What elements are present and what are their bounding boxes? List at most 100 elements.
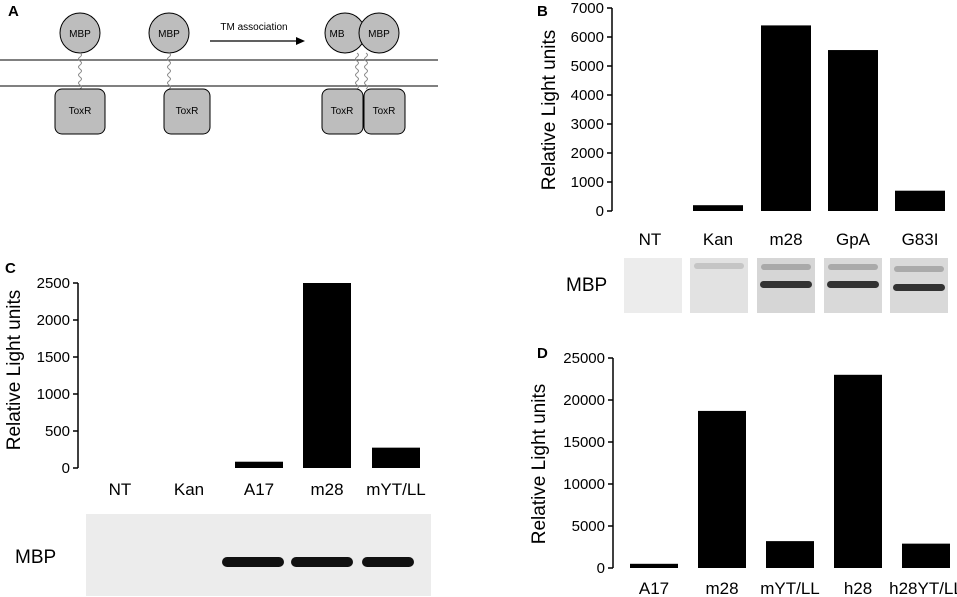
tm-helix xyxy=(78,52,82,90)
category-label: GpA xyxy=(836,230,871,249)
toxr-domain-label: ToxR xyxy=(69,106,92,117)
toxr-domain-label: ToxR xyxy=(331,106,354,117)
monomer-1: MBP ToxR xyxy=(54,12,106,135)
blot-band xyxy=(827,281,879,288)
category-label: A17 xyxy=(244,480,274,499)
toxr-domain xyxy=(163,88,211,135)
western-lane-m28 xyxy=(757,258,815,313)
y-tick-label: 4000 xyxy=(571,87,604,104)
y-tick-label: 1500 xyxy=(37,349,70,366)
bar-myt-ll xyxy=(766,541,814,568)
panel-c-western-bands xyxy=(222,557,414,567)
panel-b-western-label: MBP xyxy=(566,275,607,296)
blot-band-faint xyxy=(828,264,878,270)
blot-band-faint xyxy=(894,266,944,272)
arrowhead-icon xyxy=(296,37,305,45)
panel-d-letter: D xyxy=(537,345,548,362)
toxr-domain xyxy=(321,88,364,135)
category-label: h28YT/LL xyxy=(889,579,957,597)
panel-a-letter: A xyxy=(8,3,19,20)
bar-a17 xyxy=(630,563,678,568)
y-tick-label: 3000 xyxy=(571,116,604,133)
blot-band xyxy=(893,284,945,291)
western-lane-nt xyxy=(624,258,682,313)
bar-m28 xyxy=(303,283,351,468)
western-lane-kan xyxy=(690,258,748,313)
panel-c-western-label: MBP xyxy=(15,547,56,568)
blot-band-faint xyxy=(761,264,811,270)
bar-h28yt-ll xyxy=(902,543,950,568)
bar-gpa xyxy=(828,50,878,211)
panel-d-y-axis-label: Relative Light units xyxy=(529,384,550,545)
panel-c-letter: C xyxy=(5,260,16,277)
blot-lane xyxy=(624,258,682,313)
y-tick-label: 10000 xyxy=(563,476,605,493)
y-tick-label: 20000 xyxy=(563,392,605,409)
mbp-domain-label-partial: MB xyxy=(330,29,345,40)
y-tick-label: 2000 xyxy=(37,312,70,329)
y-tick-label: 5000 xyxy=(571,58,604,75)
bar-h28 xyxy=(834,374,882,568)
panel-d-chart: 0 5000 10000 15000 20000 25000 Relative Light … xyxy=(529,350,957,597)
western-lane-gpa xyxy=(824,258,882,313)
y-tick-label: 7000 xyxy=(571,0,604,17)
blot-band-faint xyxy=(694,263,744,269)
blot-band-myt-ll xyxy=(362,557,414,567)
category-label: G83I xyxy=(902,230,939,249)
western-lane-g83i xyxy=(890,258,948,313)
toxr-domain xyxy=(54,88,106,135)
bar-myt-ll xyxy=(372,447,420,468)
mbp-domain-label: MBP xyxy=(69,29,91,40)
y-tick-label: 500 xyxy=(45,423,70,440)
category-label: m28 xyxy=(705,579,738,597)
bar-m28 xyxy=(761,25,811,212)
monomer-2: MBP ToxR xyxy=(148,12,211,135)
panel-b-y-axis-label: Relative Light units xyxy=(539,30,560,191)
y-tick-label: 0 xyxy=(62,460,70,477)
panel-c-y-axis-label: Relative Light units xyxy=(4,290,25,451)
category-label: m28 xyxy=(310,480,343,499)
mbp-domain xyxy=(358,12,400,54)
category-label: NT xyxy=(109,480,132,499)
panel-b-western-blot xyxy=(624,258,948,313)
tm-helix xyxy=(167,52,171,90)
association-arrow: TM association xyxy=(210,22,305,45)
toxr-domain-label: ToxR xyxy=(176,106,199,117)
y-tick-label: 5000 xyxy=(572,518,605,535)
blot-band xyxy=(760,281,812,288)
y-tick-label: 25000 xyxy=(563,350,605,367)
y-tick-label: 15000 xyxy=(563,434,605,451)
toxr-domain xyxy=(363,88,406,135)
blot-band-m28 xyxy=(291,557,353,567)
category-label: m28 xyxy=(769,230,802,249)
y-tick-label: 1000 xyxy=(571,174,604,191)
category-label: h28 xyxy=(844,579,872,597)
tm-helix xyxy=(364,52,368,90)
mbp-domain-label: MBP xyxy=(368,29,390,40)
panel-c-chart: 0 500 1000 1500 2000 2500 Relative Light units… xyxy=(4,275,426,499)
blot-band-a17 xyxy=(222,557,284,567)
panel-b-chart: 0 1000 2000 3000 4000 5000 6000 7000 Relative Li… xyxy=(539,0,945,249)
y-tick-label: 2000 xyxy=(571,145,604,162)
toxr-domain-label: ToxR xyxy=(373,106,396,117)
bar-m28 xyxy=(698,410,746,568)
mbp-domain-label: MBP xyxy=(158,29,180,40)
bar-a17 xyxy=(235,461,283,468)
y-tick-label: 2500 xyxy=(37,275,70,292)
association-arrow-label: TM association xyxy=(220,22,287,33)
panel-c-western-blot xyxy=(86,514,431,596)
tm-helix xyxy=(355,52,359,90)
y-tick-label: 0 xyxy=(596,203,604,220)
panel-b-letter: B xyxy=(537,3,548,20)
bar-g83i xyxy=(895,190,945,211)
category-label: NT xyxy=(639,230,662,249)
y-tick-label: 1000 xyxy=(37,386,70,403)
panel-a-schematic: A MBP ToxR MBP ToxR TM association xyxy=(0,3,438,135)
category-label: A17 xyxy=(639,579,669,597)
y-tick-label: 6000 xyxy=(571,29,604,46)
dimer: MB MBP ToxR ToxR xyxy=(321,12,406,135)
category-label: mYT/LL xyxy=(760,579,820,597)
category-label: Kan xyxy=(703,230,733,249)
y-tick-label: 0 xyxy=(597,560,605,577)
